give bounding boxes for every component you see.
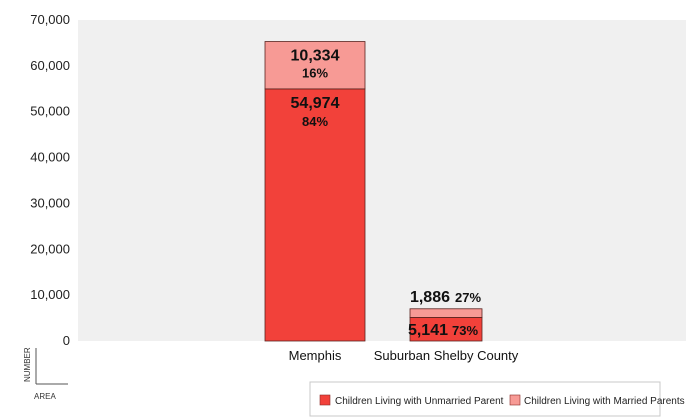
y-axis-label: NUMBER bbox=[23, 347, 32, 382]
x-axis-categories: Memphis Suburban Shelby County bbox=[289, 348, 519, 363]
bar-segment bbox=[264, 41, 366, 90]
data-label-value: 5,141 bbox=[408, 322, 448, 339]
legend-box bbox=[309, 381, 661, 417]
y-tick-label: 40,000 bbox=[30, 150, 70, 165]
y-tick-label: 0 bbox=[63, 333, 70, 348]
bar-segment bbox=[409, 308, 483, 318]
y-tick-label: 30,000 bbox=[30, 195, 70, 210]
legend: Children Living with Unmarried Parent Ch… bbox=[309, 381, 685, 417]
data-label-percent: 27% bbox=[455, 290, 481, 305]
y-tick-label: 10,000 bbox=[30, 287, 70, 302]
y-tick-label: 70,000 bbox=[30, 12, 70, 27]
data-label-value: 54,974 bbox=[291, 95, 340, 112]
x-category-label: Memphis bbox=[289, 348, 342, 363]
legend-label-unmarried: Children Living with Unmarried Parent bbox=[335, 396, 504, 407]
data-label-percent: 84% bbox=[302, 114, 328, 129]
plot-area bbox=[78, 20, 686, 341]
legend-swatch-unmarried bbox=[319, 394, 331, 406]
legend-label-married: Children Living with Married Parents bbox=[524, 396, 685, 407]
y-tick-label: 60,000 bbox=[30, 58, 70, 73]
y-tick-label: 20,000 bbox=[30, 241, 70, 256]
bars bbox=[264, 41, 483, 342]
y-tick-label: 50,000 bbox=[30, 104, 70, 119]
bar-segment bbox=[264, 88, 366, 342]
legend-swatch-married bbox=[509, 394, 521, 406]
axis-mini-legend: NUMBER AREA bbox=[23, 347, 68, 401]
data-label-value: 10,334 bbox=[291, 48, 340, 65]
data-label-percent: 16% bbox=[302, 66, 328, 81]
data-label-percent: 73% bbox=[452, 323, 478, 338]
y-axis-ticks: 0 10,000 20,000 30,000 40,000 50,000 60,000 70,… bbox=[30, 12, 70, 348]
x-category-label: Suburban Shelby County bbox=[374, 348, 519, 363]
x-axis-label: AREA bbox=[34, 392, 56, 401]
data-label-value: 1,886 bbox=[410, 289, 450, 306]
